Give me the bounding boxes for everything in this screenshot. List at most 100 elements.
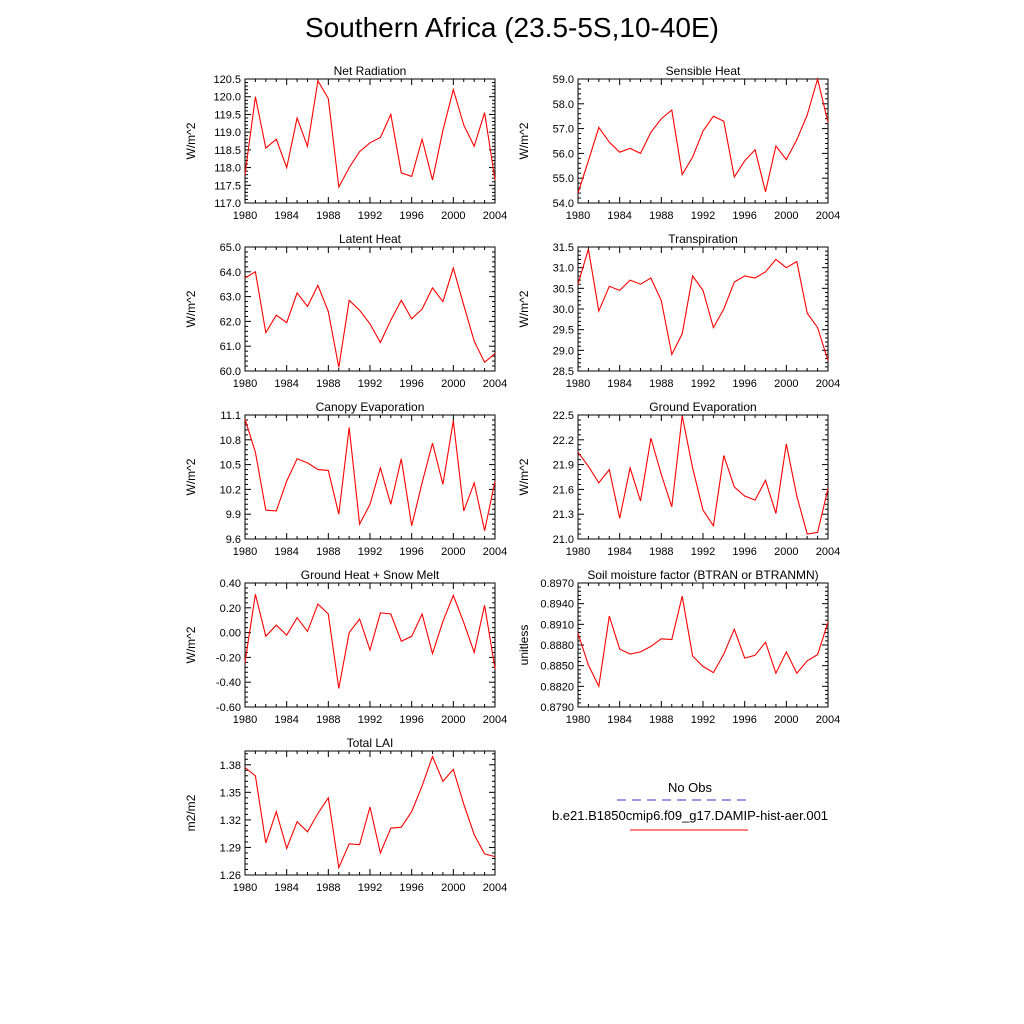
data-point [411,318,412,319]
data-point [411,811,412,812]
series-line [577,76,829,194]
data-point [296,458,297,459]
data-point [629,467,630,468]
data-point [255,96,256,97]
data-point [380,342,381,343]
data-point [349,632,350,633]
y-tick-label: 9.9 [226,509,241,521]
x-tick-label: 1992 [691,714,715,726]
panels-group: 1980 1984 1988 1992 1996 2000 2004 117.0 117.5 11… [184,64,840,894]
panel-title: Soil moisture factor (BTRAN or BTRANMN) [587,568,818,582]
data-point [432,287,433,288]
data-point [307,631,308,632]
x-tick-label: 1992 [358,210,382,222]
data-point [442,781,443,782]
x-tick-label: 2000 [441,546,465,558]
y-tick-label: 55.0 [553,173,574,185]
data-point [786,159,787,160]
data-point [494,668,495,669]
data-point [349,167,350,168]
data-point [369,649,370,650]
data-point [411,176,412,177]
y-tick-label: 1.35 [220,787,241,799]
data-point [807,114,808,115]
y-tick-label: 59.0 [553,74,574,86]
plot-frame [244,750,496,876]
data-point [702,509,703,510]
data-point [286,167,287,168]
x-tick-label: 1992 [358,714,382,726]
data-point [744,657,745,658]
panel-title: Transpiration [668,232,738,246]
chart-panel-2: 1980 1984 1988 1992 1996 2000 2004 54.0 55.0 56.0… [517,64,840,222]
data-point [671,354,672,355]
y-axis-label: W/m^2 [517,458,531,495]
y-tick-label: 120.0 [213,92,241,104]
data-point [369,323,370,324]
data-point [796,673,797,674]
data-point [453,595,454,596]
x-tick-label: 1992 [691,546,715,558]
data-point [817,532,818,533]
data-point [296,292,297,293]
y-tick-label: 58.0 [553,99,574,111]
data-point [629,148,630,149]
data-point [380,852,381,853]
series-line [577,248,829,361]
data-point [692,157,693,158]
x-tick-label: 1988 [649,210,673,222]
data-point [359,618,360,619]
data-point [296,821,297,822]
data-point [786,267,787,268]
y-tick-label: 61.0 [220,341,241,353]
data-point [244,767,245,768]
data-point [702,666,703,667]
data-point [713,116,714,117]
data-point [474,146,475,147]
y-tick-label: -0.60 [216,702,241,714]
panel-title: Canopy Evaporation [316,400,425,414]
data-point [775,259,776,260]
y-tick-label: 0.00 [220,628,241,640]
data-point [328,470,329,471]
data-point [328,797,329,798]
data-point [775,145,776,146]
data-point [349,427,350,428]
data-point [713,327,714,328]
data-point [328,98,329,99]
y-tick-label: 10.8 [220,435,241,447]
data-point [421,482,422,483]
x-tick-label: 1980 [233,714,257,726]
data-point [650,132,651,133]
data-point [307,306,308,307]
x-tick-label: 1980 [566,210,590,222]
x-tick-label: 2004 [483,546,507,558]
chart-panel-8: 1980 1984 1988 1992 1996 2000 2004 0.8790 0.8820… [517,568,840,726]
x-tick-label: 1984 [274,210,298,222]
data-point [577,284,578,285]
data-point [380,612,381,613]
data-point [369,504,370,505]
y-tick-label: 21.3 [553,509,574,521]
series-line [244,754,496,870]
data-point [609,142,610,143]
data-point [244,662,245,663]
y-tick-label: 117.5 [214,180,241,192]
data-point [734,629,735,630]
data-point [442,301,443,302]
y-tick-label: 1.26 [220,870,241,882]
panel-title: Ground Evaporation [649,400,756,414]
x-tick-label: 2000 [441,378,465,390]
x-tick-label: 1996 [732,210,756,222]
data-point [661,474,662,475]
data-point [682,415,683,416]
data-point [401,827,402,828]
chart-panel-5: 1980 1984 1988 1992 1996 2000 2004 9.6 9.9 10.2 10… [184,400,507,558]
data-point [369,142,370,143]
data-point [682,174,683,175]
panel-title: Net Radiation [334,64,407,78]
x-tick-label: 2004 [816,546,840,558]
series-line [244,418,496,531]
x-tick-label: 1984 [274,882,298,894]
data-point [661,300,662,301]
